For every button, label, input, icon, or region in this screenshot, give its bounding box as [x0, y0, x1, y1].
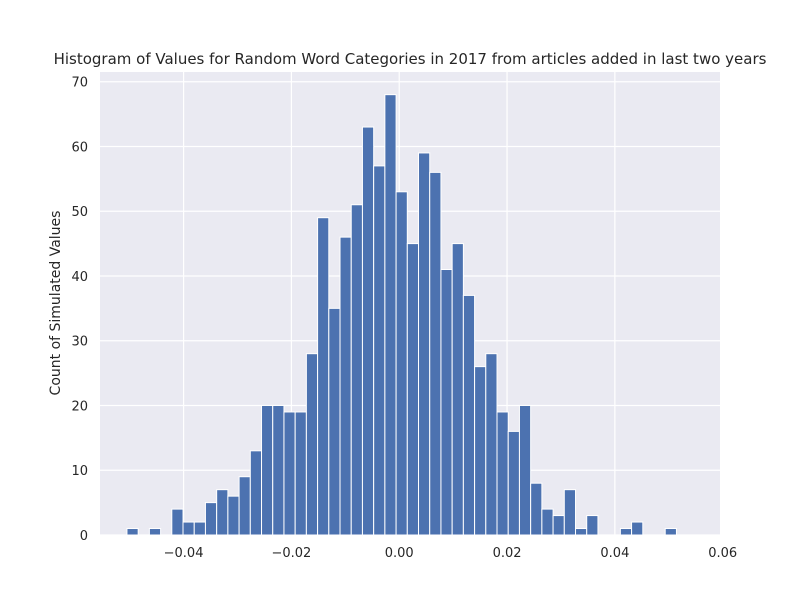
histogram-bar: [204, 502, 218, 536]
x-tick-labels: −0.04 −0.02 0.00 0.02 0.04 0.06: [164, 546, 738, 561]
histogram-bar: [462, 294, 476, 536]
histogram-bar: [451, 243, 464, 536]
y-tick-labels: 0 10 20 30 40 50 60 70: [71, 76, 88, 544]
histogram-bar: [619, 528, 633, 536]
histogram-bar: [328, 307, 341, 536]
histogram-bar: [373, 165, 386, 536]
histogram-bar: [238, 476, 251, 536]
histogram-bar: [530, 482, 543, 536]
histogram-bar: [485, 353, 498, 536]
x-tick-label: 0.04: [600, 546, 629, 561]
histogram-bar: [283, 411, 296, 536]
histogram-bar: [216, 489, 229, 536]
histogram-bar: [317, 217, 330, 536]
histogram-bar: [586, 515, 599, 536]
histogram-bar: [507, 430, 520, 536]
histogram-bar: [664, 528, 677, 536]
histogram-bar: [148, 528, 162, 536]
histogram-bar: [429, 171, 442, 536]
histogram-bar: [272, 404, 285, 536]
y-axis-label: Count of Simulated Values: [48, 211, 64, 396]
histogram-bar: [631, 521, 644, 536]
x-tick-label: 0.02: [493, 546, 522, 561]
histogram-bar: [496, 411, 509, 536]
histogram-bar: [474, 366, 487, 536]
histogram-bar: [350, 204, 363, 536]
y-tick-label: 20: [71, 399, 88, 414]
histogram-bar: [294, 411, 307, 536]
histogram-bar: [339, 236, 352, 536]
histogram-bar: [518, 404, 532, 536]
histogram-bar: [361, 126, 375, 536]
x-tick-label: −0.04: [164, 546, 204, 561]
histogram-bar: [193, 521, 206, 536]
y-tick-label: 50: [71, 205, 88, 220]
histogram-bar: [305, 353, 319, 536]
histogram-bar: [541, 508, 554, 536]
histogram-bar: [384, 94, 397, 536]
y-tick-label: 60: [71, 140, 88, 155]
histogram-bar: [440, 269, 453, 536]
histogram-bar: [406, 243, 420, 536]
histogram-bar: [552, 515, 565, 536]
histogram-bar: [182, 521, 195, 536]
y-tick-label: 30: [71, 335, 88, 350]
histogram-bar: [249, 450, 263, 536]
histogram-bar: [395, 191, 408, 536]
y-tick-label: 0: [80, 529, 88, 544]
histogram-bar: [126, 528, 139, 536]
x-tick-label: 0.06: [708, 546, 737, 561]
histogram-bar: [171, 508, 184, 536]
x-tick-label: −0.02: [271, 546, 311, 561]
histogram-bars: [126, 94, 677, 536]
histogram-bar: [261, 404, 274, 536]
histogram-bar: [563, 489, 577, 536]
y-tick-label: 10: [71, 464, 88, 479]
histogram-bar: [575, 528, 588, 536]
histogram-bar: [227, 495, 240, 536]
y-tick-label: 40: [71, 270, 88, 285]
histogram-bar: [418, 152, 431, 536]
chart-title: Histogram of Values for Random Word Cate…: [54, 50, 767, 68]
x-tick-label: 0.00: [385, 546, 414, 561]
y-tick-label: 70: [71, 76, 88, 91]
